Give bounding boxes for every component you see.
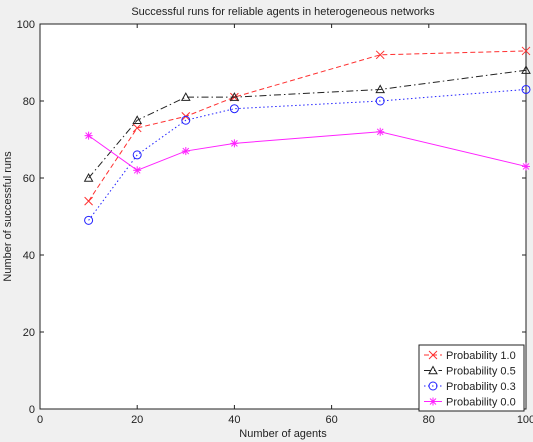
series-2 <box>84 84 531 225</box>
data-point <box>230 139 239 148</box>
marker-stroke <box>428 350 438 360</box>
series-1 <box>83 65 531 182</box>
x-tick-label: 60 <box>325 414 337 426</box>
marker-stroke <box>231 139 238 147</box>
data-point <box>84 215 94 225</box>
y-tick-label: 40 <box>23 250 35 262</box>
data-point <box>522 162 530 171</box>
data-point <box>83 172 94 182</box>
y-tick-label: 60 <box>23 173 35 185</box>
series-0 <box>84 46 531 206</box>
series-line <box>88 69 527 179</box>
legend-box <box>418 344 525 412</box>
y-tick-label: 0 <box>29 404 35 416</box>
data-point <box>132 115 143 124</box>
marker-stroke <box>85 132 92 140</box>
marker-stroke <box>133 166 141 174</box>
series-line <box>88 131 527 171</box>
data-point <box>133 166 142 175</box>
data-point <box>376 127 385 136</box>
chart-title: Successful runs for reliable agents in h… <box>131 6 435 18</box>
data-point <box>84 131 93 140</box>
legend: Probability 1.0 Probability 0.5 Probabilit… <box>418 344 525 412</box>
marker-stroke <box>429 398 437 405</box>
legend-label: Probability 1.0 <box>446 350 516 362</box>
y-tick-label: 80 <box>23 96 35 108</box>
x-tick-label: 0 <box>37 414 43 426</box>
x-tick-label: 40 <box>228 414 240 426</box>
legend-marker <box>428 381 438 391</box>
data-point <box>132 150 142 160</box>
x-tick-label: 20 <box>131 414 143 426</box>
series-3 <box>84 127 530 175</box>
y-tick-label: 20 <box>23 327 35 339</box>
legend-marker <box>428 350 438 360</box>
marker-stroke <box>522 163 530 170</box>
marker-stroke <box>84 196 93 206</box>
data-point <box>180 92 191 101</box>
data-point <box>181 147 190 156</box>
data-point <box>229 104 239 114</box>
data-point <box>375 96 385 106</box>
legend-label: Probability 0.5 <box>446 366 516 378</box>
x-tick-label: 80 <box>423 414 435 426</box>
legend-label: Probability 0.0 <box>446 397 516 409</box>
marker-stroke <box>375 50 385 60</box>
legend-label: Probability 0.3 <box>446 381 516 393</box>
y-axis-label: Number of successful runs <box>2 151 14 282</box>
data-point <box>84 196 93 206</box>
data-point <box>521 46 531 56</box>
data-point <box>521 65 531 74</box>
data-point <box>521 84 531 94</box>
x-tick-label: 100 <box>517 414 533 426</box>
marker-stroke <box>132 123 142 133</box>
data-point <box>375 84 386 94</box>
data-point <box>375 50 385 60</box>
data-point <box>181 115 191 125</box>
axis-ticks: 0 20 40 60 80 100 0 20 40 60 80 100 <box>17 19 533 426</box>
y-tick-label: 100 <box>17 19 35 31</box>
legend-marker <box>429 397 437 406</box>
series-line <box>88 50 527 202</box>
legend-marker <box>428 365 438 375</box>
data-point <box>229 92 240 101</box>
x-axis-label: Number of agents <box>239 428 327 440</box>
marker-stroke <box>376 128 384 136</box>
marker-stroke <box>521 46 531 56</box>
data-point <box>132 123 142 133</box>
series-layer <box>83 46 531 225</box>
marker-stroke <box>182 147 190 155</box>
